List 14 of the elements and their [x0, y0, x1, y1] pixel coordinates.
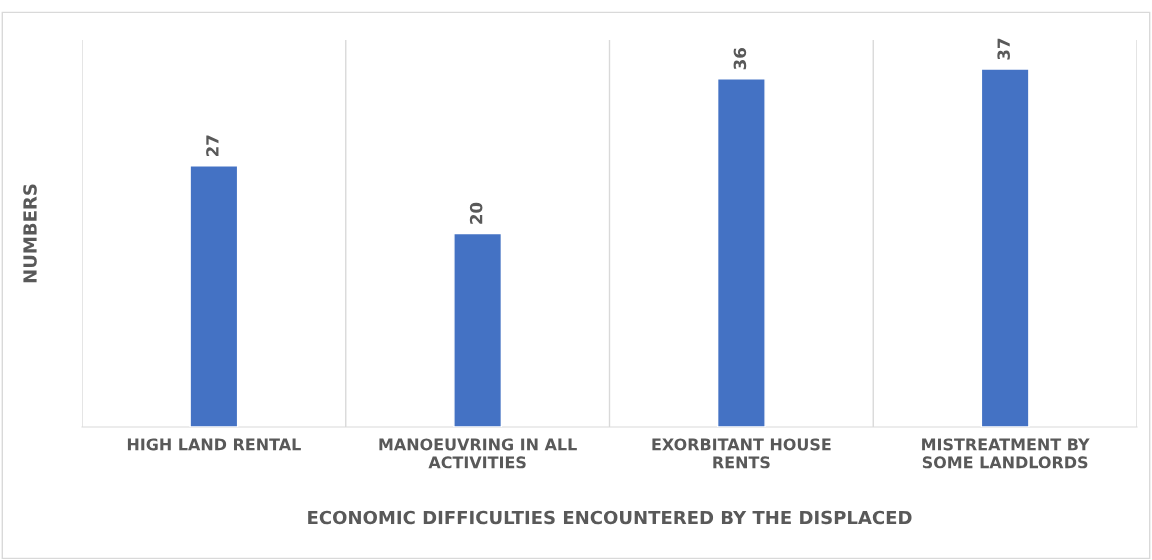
- data-label: 27: [206, 135, 219, 157]
- x-tick-label: MISTREATMENT BY SOME LANDLORDS: [922, 438, 1090, 469]
- x-axis-title: ECONOMIC DIFFICULTIES ENCOUNTERED BY THE DISPLACED: [308, 510, 912, 525]
- x-tick-label: EXORBITANT HOUSE RENTS: [652, 438, 831, 469]
- x-tick-label: HIGH LAND RENTAL: [127, 438, 301, 451]
- bar: [980, 68, 1030, 427]
- x-tick-label: MANOEUVRING IN ALL ACTIVITIES: [379, 438, 577, 469]
- bar: [189, 165, 239, 427]
- bar: [453, 232, 503, 427]
- data-label: 37: [997, 38, 1010, 60]
- bar: [716, 78, 766, 427]
- y-axis-title: NUMBERS: [23, 184, 37, 283]
- data-label: 20: [469, 202, 483, 224]
- data-label: 36: [733, 48, 747, 70]
